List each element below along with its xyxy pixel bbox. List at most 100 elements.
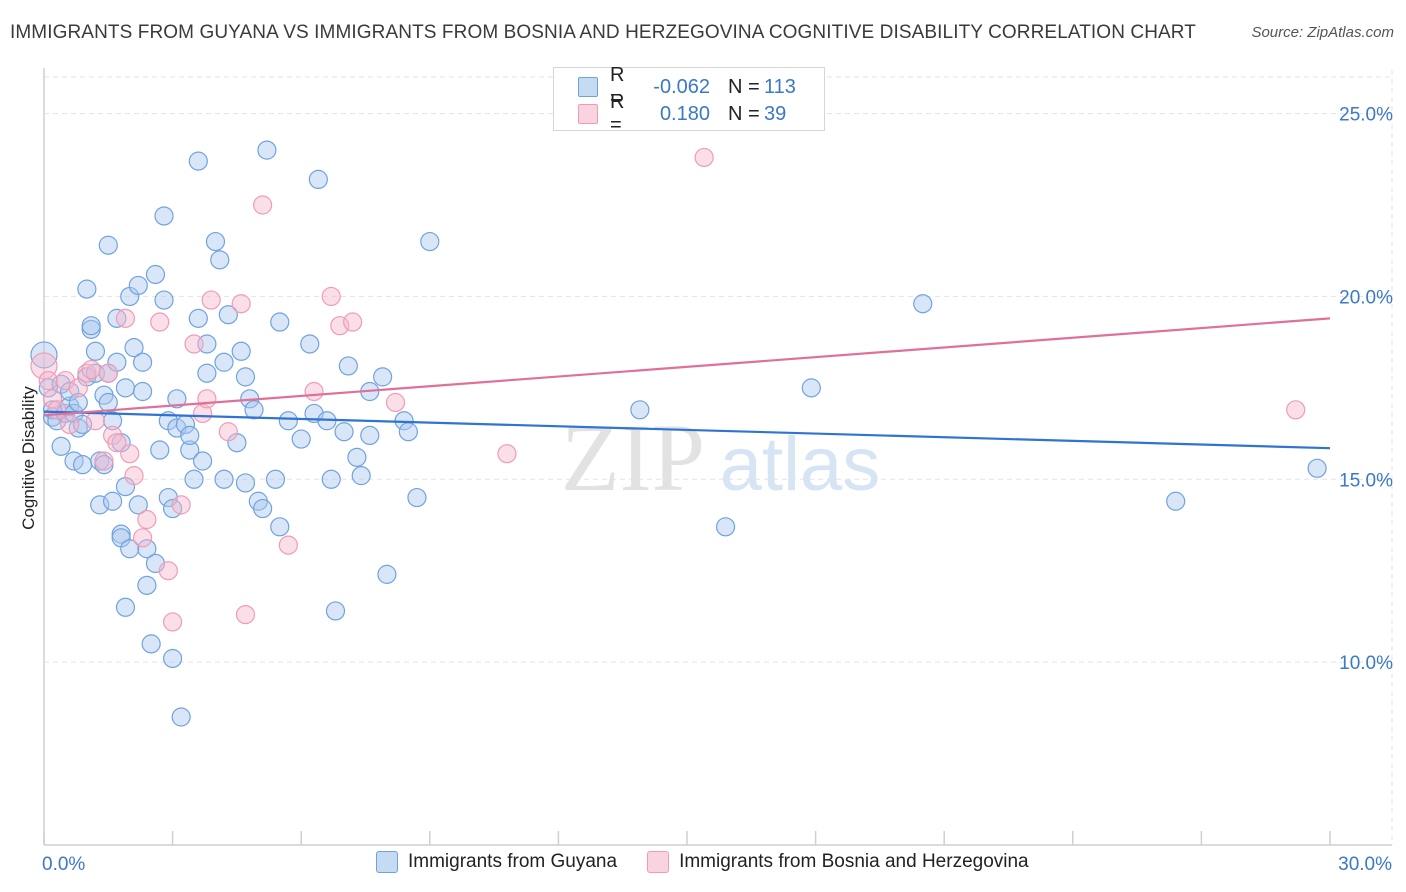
legend-row-bosnia: R = 0.180 N = 39: [554, 91, 787, 136]
y-tick-label: 25.0%: [1339, 105, 1393, 126]
point-guyana: [300, 334, 320, 354]
point-guyana: [171, 707, 191, 727]
point-guyana: [163, 648, 183, 669]
point-guyana: [102, 491, 123, 511]
point-guyana: [325, 601, 346, 621]
point-bosnia: [124, 466, 144, 486]
point-guyana: [257, 140, 277, 160]
y-tick-label: 20.0%: [1339, 287, 1393, 308]
point-guyana: [51, 436, 71, 456]
point-guyana: [270, 517, 290, 537]
series-legend-guyana: Immigrants from Guyana: [376, 851, 617, 873]
point-bosnia: [218, 422, 238, 442]
point-guyana: [377, 564, 397, 584]
point-bosnia: [197, 389, 217, 409]
point-bosnia: [184, 334, 204, 354]
point-guyana: [214, 469, 234, 489]
point-bosnia: [115, 308, 136, 328]
point-guyana: [801, 378, 821, 398]
point-guyana: [270, 312, 290, 332]
series-legend-bosnia: Immigrants from Bosnia and Herzegovina: [647, 851, 1029, 873]
legend-n-value-bosnia: 39: [764, 102, 787, 125]
point-guyana: [197, 363, 217, 383]
point-bosnia: [235, 604, 256, 625]
point-guyana: [334, 422, 354, 442]
point-guyana: [214, 352, 234, 372]
point-guyana: [420, 231, 440, 252]
legend-r-value-bosnia: 0.180: [659, 102, 710, 125]
point-bosnia: [385, 392, 406, 413]
point-guyana: [373, 367, 393, 387]
point-guyana: [98, 392, 118, 413]
point-guyana: [150, 440, 170, 460]
point-bosnia: [150, 312, 170, 332]
point-bosnia: [1286, 400, 1306, 420]
point-guyana: [167, 389, 187, 409]
point-bosnia: [163, 612, 183, 632]
point-guyana: [210, 250, 230, 270]
point-guyana: [265, 469, 286, 489]
point-guyana: [180, 440, 200, 460]
point-guyana: [81, 316, 101, 336]
point-bosnia: [694, 147, 714, 168]
point-guyana: [253, 498, 273, 519]
legend-swatch-bosnia: [578, 104, 598, 124]
series-swatch-guyana: [376, 851, 398, 873]
point-bosnia: [497, 444, 517, 464]
point-guyana: [235, 473, 256, 493]
point-guyana: [1166, 491, 1186, 511]
legend-n-label: N =: [728, 102, 760, 125]
point-guyana: [407, 487, 427, 508]
point-bosnia: [193, 403, 213, 424]
point-guyana: [360, 425, 380, 445]
legend-swatch-guyana: [578, 77, 598, 97]
point-bosnia: [278, 535, 298, 555]
point-guyana: [913, 294, 933, 314]
point-bosnia: [94, 451, 114, 471]
axis-labels: 10.0% 15.0% 20.0% 25.0% 0.0% 30.0% Cognitive D…: [19, 105, 1393, 875]
point-bosnia: [81, 359, 101, 380]
point-guyana: [218, 305, 238, 325]
point-bosnia: [304, 381, 324, 402]
legend-n-value-guyana: 113: [764, 75, 796, 98]
point-bosnia: [47, 400, 67, 420]
point-guyana: [145, 264, 166, 285]
point-guyana: [132, 352, 153, 372]
point-bosnia: [98, 363, 118, 383]
point-guyana: [184, 469, 204, 489]
point-bosnia: [85, 411, 106, 431]
trend-line-bosnia: [43, 317, 1331, 417]
point-guyana: [72, 455, 93, 475]
point-guyana: [351, 466, 371, 486]
point-guyana: [115, 378, 136, 398]
point-guyana: [77, 279, 97, 299]
point-guyana: [1307, 458, 1327, 478]
point-guyana: [205, 231, 226, 252]
x-tick-label-min: 0.0%: [42, 854, 85, 875]
point-guyana: [68, 392, 88, 413]
legend-r-label: R =: [610, 64, 625, 109]
point-guyana: [180, 425, 200, 445]
point-guyana: [244, 400, 264, 420]
point-guyana: [85, 341, 106, 361]
legend-row-guyana: R = -0.062 N = 113: [554, 64, 796, 109]
point-guyana: [98, 235, 118, 255]
point-guyana: [128, 275, 148, 296]
point-guyana: [30, 341, 58, 369]
chart-title: IMMIGRANTS FROM GUYANA VS IMMIGRANTS FRO…: [10, 22, 1196, 43]
point-guyana: [137, 575, 157, 595]
point-bosnia: [171, 495, 191, 515]
legend-r-value-guyana: -0.062: [653, 75, 710, 98]
y-axis-label: Cognitive Disability: [19, 386, 38, 530]
series-legend: Immigrants from Guyana Immigrants from B…: [376, 851, 1059, 873]
point-bosnia: [158, 561, 178, 581]
gridlines: [44, 70, 1393, 845]
point-guyana: [193, 451, 213, 471]
x-tick-label-max: 30.0%: [1338, 854, 1392, 875]
point-guyana: [291, 429, 311, 449]
trend-line-guyana: [43, 410, 1331, 450]
point-bosnia: [68, 378, 88, 398]
point-bosnia: [253, 195, 273, 215]
point-guyana: [188, 151, 208, 171]
